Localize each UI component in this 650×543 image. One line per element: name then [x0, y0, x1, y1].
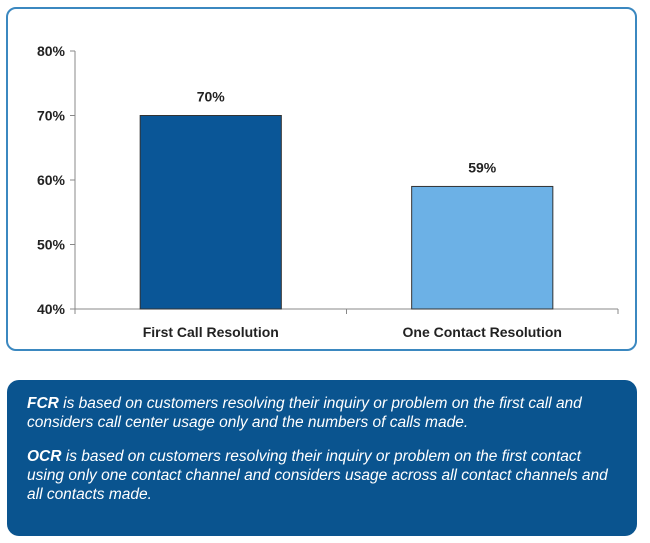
bar	[411, 185, 554, 310]
y-tick-label: 50%	[37, 237, 66, 253]
ocr-term: OCR	[27, 448, 62, 465]
y-tick-label: 60%	[37, 172, 66, 188]
chart-panel: 40% 50% 60% 70% 80% 70% First Call Resolution 5…	[6, 7, 637, 351]
fcr-text: is based on customers resolving their in…	[27, 395, 582, 431]
fcr-term: FCR	[27, 395, 59, 412]
bar-value-label: 59%	[468, 159, 497, 175]
x-category-label: First Call Resolution	[143, 324, 279, 340]
y-tick-label: 70%	[37, 108, 66, 124]
definitions-box: FCR is based on customers resolving thei…	[7, 380, 637, 536]
bar	[139, 115, 282, 310]
bar-chart: 40% 50% 60% 70% 80% 70% First Call Resolution 5…	[37, 43, 619, 340]
ocr-text: is based on customers resolving their in…	[27, 448, 608, 503]
fcr-definition: FCR is based on customers resolving thei…	[27, 394, 619, 432]
y-tick-label: 40%	[37, 301, 66, 317]
y-tick-label: 80%	[37, 43, 66, 59]
ocr-definition: OCR is based on customers resolving thei…	[27, 447, 619, 504]
bar-value-label: 70%	[197, 89, 226, 105]
x-category-label: One Contact Resolution	[403, 324, 562, 340]
